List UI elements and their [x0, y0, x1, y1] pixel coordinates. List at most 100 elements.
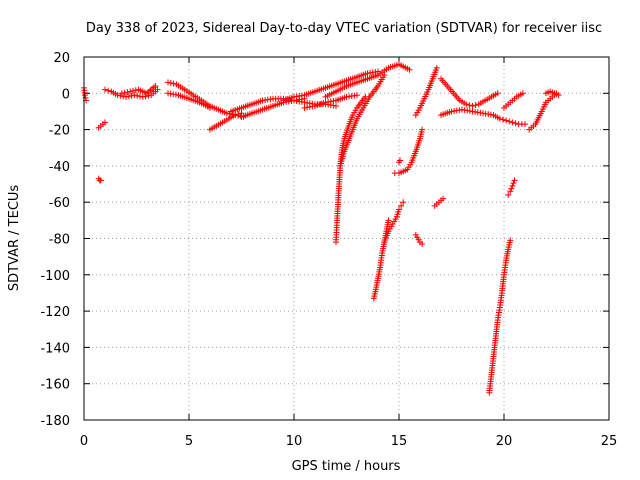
- y-tick-label: -100: [40, 269, 70, 284]
- data-point: [207, 104, 213, 111]
- series-arc-y: [486, 237, 514, 396]
- series-arc-b: [95, 119, 108, 131]
- data-point: [130, 87, 136, 94]
- series-arc-a: [81, 84, 90, 104]
- axis-ticks: -180 -160 -140 -120 -100 -80 -60 -40 -20 0 20 0 5 10 1…: [40, 51, 617, 449]
- data-point: [507, 237, 514, 244]
- data-point: [82, 92, 89, 99]
- data-point: [154, 86, 161, 93]
- data-point: [118, 90, 125, 97]
- data-point: [400, 199, 407, 206]
- data-point: [152, 83, 159, 90]
- data-point: [167, 80, 174, 87]
- series-arc-g: [165, 90, 213, 111]
- data-point: [506, 118, 513, 125]
- x-tick-label: 10: [286, 434, 303, 449]
- data-point: [102, 119, 108, 126]
- y-tick-label: -140: [40, 341, 70, 356]
- y-tick-label: 20: [53, 51, 70, 66]
- data-point: [235, 111, 242, 118]
- data-point: [142, 93, 149, 100]
- data-point: [510, 180, 517, 187]
- data-point: [463, 101, 470, 108]
- data-point: [120, 93, 127, 100]
- data-point: [165, 79, 171, 86]
- series-arc-k: [280, 68, 381, 104]
- series-arc-e: [118, 83, 159, 97]
- data-point: [512, 120, 519, 127]
- data-point: [522, 121, 528, 128]
- series-arc-t: [412, 231, 426, 247]
- data-point: [396, 206, 402, 213]
- data-points: [81, 61, 562, 396]
- data-point: [131, 92, 138, 99]
- data-point: [381, 72, 388, 79]
- series-arc-x: [438, 106, 497, 119]
- series-arc-aa: [490, 112, 528, 128]
- data-point: [139, 93, 146, 100]
- data-point: [406, 66, 413, 73]
- data-point: [114, 92, 121, 99]
- data-point: [123, 93, 129, 100]
- series-arc-w: [438, 75, 501, 110]
- series-arc-m: [322, 61, 413, 100]
- data-point: [508, 185, 515, 192]
- data-point: [509, 182, 516, 189]
- data-point: [503, 117, 510, 124]
- data-point: [232, 112, 239, 119]
- x-tick-label: 20: [496, 434, 513, 449]
- data-point: [124, 89, 131, 96]
- series-arc-v: [431, 195, 447, 209]
- x-tick-label: 5: [185, 434, 193, 449]
- data-point: [385, 217, 392, 224]
- data-point: [507, 188, 514, 195]
- data-point: [499, 116, 506, 123]
- series-arc-z: [505, 177, 518, 198]
- data-point: [419, 126, 426, 133]
- data-point: [519, 90, 526, 97]
- data-point: [223, 110, 230, 117]
- data-point: [97, 177, 104, 184]
- y-tick-label: -180: [40, 414, 70, 429]
- data-point: [511, 177, 518, 184]
- y-axis-label: SDTVAR / TECUs: [7, 185, 22, 292]
- data-point: [170, 80, 177, 87]
- y-tick-label: -160: [40, 378, 70, 393]
- data-point: [137, 93, 143, 100]
- x-tick-label: 15: [391, 434, 408, 449]
- y-tick-label: -20: [49, 124, 70, 139]
- x-tick-label: 25: [601, 434, 618, 449]
- data-point: [496, 115, 503, 122]
- data-point: [354, 92, 360, 99]
- series-arc-ad: [543, 88, 562, 99]
- y-tick-label: -40: [49, 160, 70, 175]
- series-arc-l: [301, 92, 360, 111]
- data-point: [472, 102, 479, 109]
- data-point: [134, 92, 141, 99]
- series-arc-d: [102, 86, 161, 100]
- data-point: [82, 94, 89, 101]
- series-arc-q: [381, 199, 407, 246]
- data-point: [333, 103, 339, 110]
- x-tick-label: 0: [80, 434, 88, 449]
- chart-title: Day 338 of 2023, Sidereal Day-to-day VTE…: [86, 21, 602, 36]
- series-arc-ab: [501, 90, 526, 111]
- data-point: [433, 64, 440, 71]
- series-arc-r: [391, 126, 426, 177]
- data-point: [397, 157, 404, 164]
- y-tick-label: -60: [49, 196, 70, 211]
- y-tick-label: -120: [40, 305, 70, 320]
- data-point: [121, 89, 128, 96]
- data-point: [419, 240, 426, 247]
- data-point: [125, 93, 132, 100]
- grid: [84, 57, 609, 420]
- y-tick-label: 0: [62, 87, 70, 102]
- data-point: [128, 92, 135, 99]
- data-point: [494, 90, 501, 97]
- data-point: [102, 86, 108, 93]
- data-point: [505, 191, 512, 198]
- series-arc-n: [333, 93, 369, 246]
- data-point: [509, 119, 516, 126]
- plot-frame: [83, 56, 610, 421]
